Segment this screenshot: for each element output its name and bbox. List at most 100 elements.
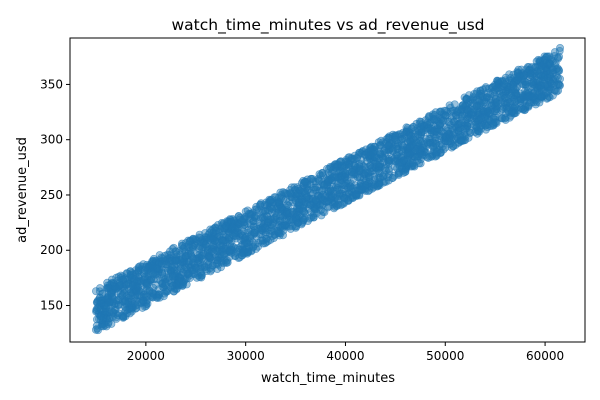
scatter-point (243, 238, 252, 247)
scatter-point (210, 236, 219, 245)
scatter-point (275, 229, 284, 238)
scatter-point (168, 282, 177, 291)
scatter-point (318, 207, 327, 216)
x-tick-label: 40000 (326, 349, 364, 363)
scatter-point (256, 200, 265, 209)
y-axis-label: ad_revenue_usd (15, 137, 30, 243)
scatter-point (103, 278, 112, 287)
scatter-point (195, 253, 203, 262)
scatter-point (243, 248, 252, 257)
scatter-point (141, 262, 150, 271)
scatter-point (271, 193, 280, 202)
scatter-point (108, 297, 117, 306)
scatter-point (441, 111, 450, 120)
x-tick-label: 60000 (526, 349, 564, 363)
scatter-point (372, 160, 381, 169)
scatter-point (529, 78, 538, 87)
scatter-point (265, 206, 274, 215)
scatter-point (315, 170, 324, 179)
y-tick-label: 300 (40, 133, 63, 147)
scatter-point (480, 98, 489, 107)
scatter-point (492, 99, 501, 108)
scatter-point (351, 190, 360, 199)
scatter-point (491, 86, 500, 94)
scatter-point (250, 213, 259, 222)
scatter-point (511, 102, 520, 111)
scatter-point (122, 269, 131, 278)
scatter-point (556, 74, 565, 83)
scatter-point (307, 208, 315, 217)
scatter-point (197, 262, 206, 271)
scatter-point (491, 118, 499, 127)
scatter-point (541, 56, 550, 65)
scatter-point (375, 141, 384, 150)
scatter-point (536, 65, 545, 74)
scatter-point (192, 273, 201, 282)
scatter-point (550, 61, 559, 70)
scatter-point (333, 194, 342, 203)
scatter-point (547, 80, 556, 88)
scatter-point (370, 181, 379, 190)
scatter-point (366, 150, 375, 159)
scatter-point (537, 92, 546, 101)
scatter-point (91, 325, 100, 334)
scatter-point (473, 129, 482, 138)
scatter-point (411, 146, 420, 155)
scatter-point (350, 151, 359, 160)
x-axis-ticks: 20000 30000 40000 50000 60000 (127, 342, 564, 363)
scatter-point (375, 150, 384, 159)
scatter-point (443, 127, 452, 136)
scatter-point (213, 265, 222, 274)
scatter-point (280, 217, 289, 226)
scatter-point (391, 135, 400, 144)
scatter-point (399, 168, 408, 177)
scatter-point (335, 186, 343, 195)
scatter-point (448, 107, 457, 115)
scatter-point (472, 101, 481, 110)
scatter-point (340, 194, 349, 202)
scatter-point (172, 250, 181, 259)
scatter-point (134, 266, 143, 275)
y-tick-label: 150 (40, 299, 63, 313)
scatter-point (470, 90, 478, 99)
scatter-point (110, 305, 119, 314)
scatter-point (239, 214, 248, 223)
scatter-point (461, 124, 470, 133)
scatter-point (500, 80, 508, 88)
scatter-point (531, 100, 540, 109)
scatter-point (224, 233, 233, 242)
scatter-point (155, 251, 164, 260)
scatter-point (477, 114, 485, 123)
scatter-point (100, 321, 109, 330)
scatter-point (441, 143, 450, 152)
scatter-point (326, 186, 335, 195)
scatter-point (457, 137, 466, 145)
x-tick-label: 30000 (227, 349, 265, 363)
scatter-point (510, 109, 519, 118)
scatter-point (299, 215, 308, 224)
scatter-point (388, 144, 397, 153)
scatter-point (425, 152, 434, 161)
scatter-point (556, 44, 565, 52)
scatter-point (523, 87, 532, 96)
scatter-point (190, 266, 198, 274)
scatter-point (406, 158, 415, 167)
scatter-point (431, 115, 440, 124)
scatter-point (481, 121, 490, 130)
scatter-point (311, 177, 320, 186)
scatter-point (301, 189, 309, 198)
scatter-point (361, 168, 370, 177)
scatter-point (284, 201, 293, 210)
scatter-point (331, 173, 340, 182)
scatter-point (341, 168, 350, 177)
scatter-point (176, 264, 185, 273)
scatter-point (291, 196, 300, 205)
scatter-point (409, 122, 418, 131)
scatter-point (380, 170, 389, 179)
scatter-point (325, 202, 334, 211)
scatter-point (526, 70, 535, 79)
scatter-point (159, 272, 168, 281)
scatter-point (398, 147, 407, 156)
scatter-point (272, 212, 281, 221)
